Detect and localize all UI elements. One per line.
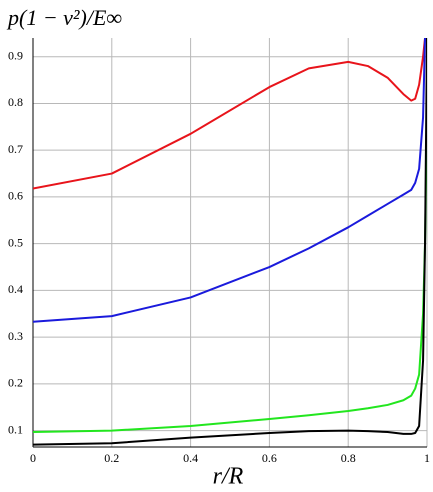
series-line: [33, 112, 427, 434]
x-tick-label: 0.6: [262, 451, 277, 465]
x-tick-label: 0.2: [104, 451, 119, 465]
y-tick-label: 0.1: [8, 422, 23, 436]
x-tick-label: 0.4: [183, 451, 198, 465]
y-tick-label: 0.9: [8, 48, 23, 62]
series-line: [33, 38, 427, 190]
chart-title: p(1 − ν²)/E∞: [6, 5, 122, 30]
x-tick-label: 1: [424, 451, 430, 465]
series-line: [33, 38, 427, 323]
x-axis-label: r/R: [213, 464, 244, 490]
x-tick-label: 0: [30, 451, 36, 465]
x-tick-label: 0.8: [341, 451, 356, 465]
y-tick-label: 0.3: [8, 329, 23, 343]
y-tick-label: 0.4: [8, 282, 23, 296]
y-tick-label: 0.5: [8, 235, 23, 249]
y-tick-label: 0.6: [8, 189, 23, 203]
y-tick-label: 0.7: [8, 142, 23, 156]
series-line: [33, 38, 427, 446]
y-tick-label: 0.8: [8, 95, 23, 109]
y-tick-label: 0.2: [8, 376, 23, 390]
